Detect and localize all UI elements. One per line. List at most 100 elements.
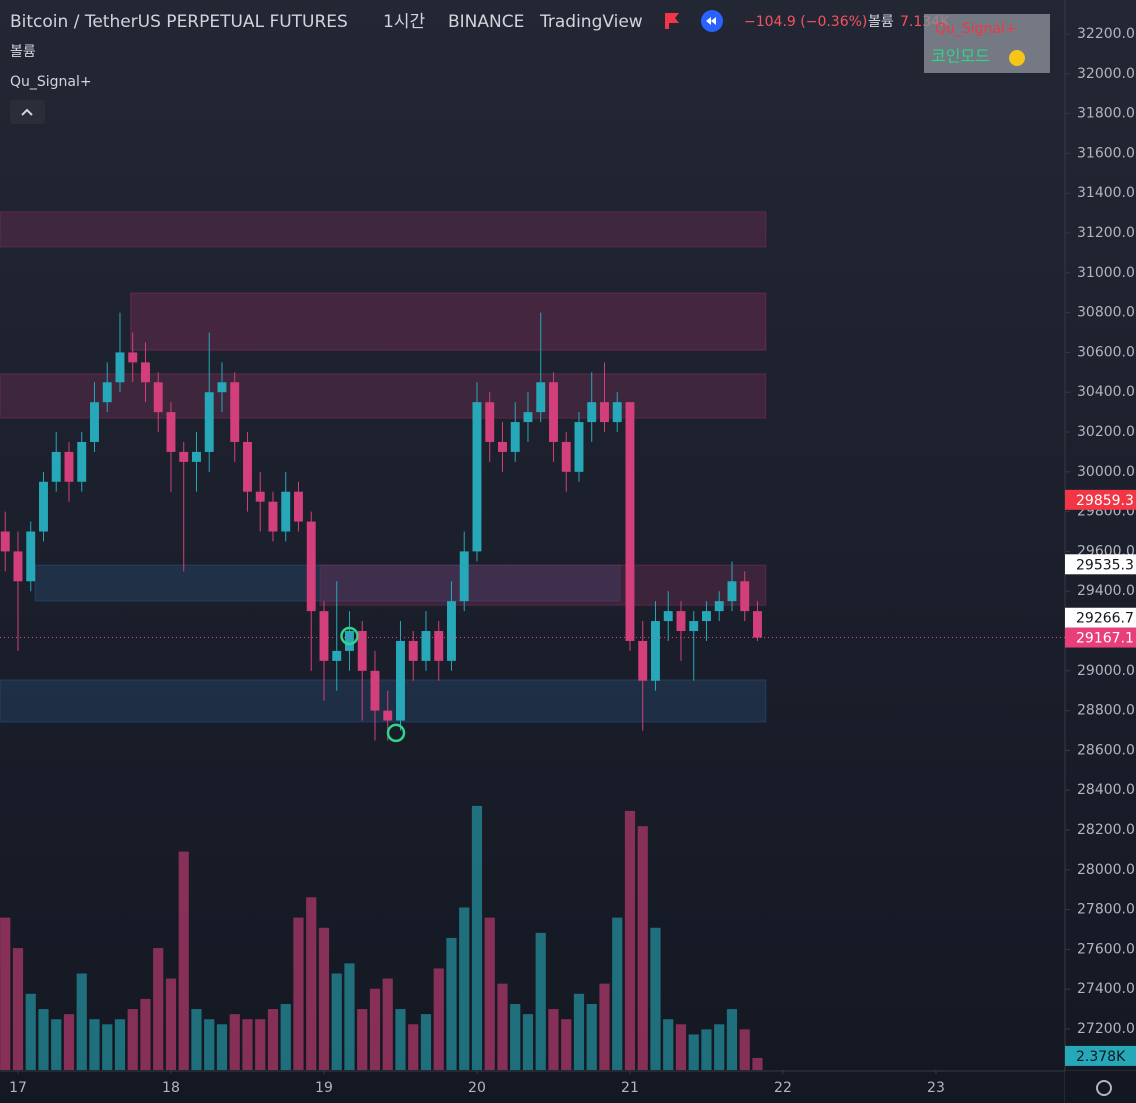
candle-body	[64, 451, 74, 482]
volume-bar	[497, 983, 508, 1070]
zone	[130, 292, 767, 351]
candle-body	[485, 402, 495, 442]
candle-body	[676, 611, 686, 632]
candle-body	[115, 352, 125, 383]
candle-body	[536, 382, 546, 413]
zone	[319, 564, 767, 606]
candle-body	[357, 631, 367, 671]
corner	[1065, 1071, 1136, 1103]
settings-icon[interactable]	[1096, 1080, 1112, 1096]
volume-bar	[586, 1003, 597, 1070]
x-tick-label: 21	[621, 1080, 639, 1096]
candle-body	[90, 402, 99, 442]
x-tick-label: 22	[774, 1080, 792, 1096]
volume-bar	[573, 993, 585, 1070]
signal-badge: 코인모드	[931, 47, 990, 66]
volume-bar	[484, 917, 495, 1070]
candle-body	[26, 531, 36, 582]
y-tick-label: 28400.0	[1077, 782, 1135, 798]
zone	[34, 564, 621, 602]
y-tick-label: 28800.0	[1077, 703, 1135, 719]
candle-body	[447, 601, 456, 661]
collapse-button[interactable]	[10, 100, 45, 124]
candle-body	[574, 422, 584, 472]
volume-bar	[12, 948, 24, 1070]
volume-bar	[51, 1019, 62, 1070]
candle-body	[166, 412, 176, 452]
volume-bar	[63, 1014, 75, 1070]
volume-bar	[752, 1057, 763, 1070]
flag-icon[interactable]	[665, 13, 679, 29]
candle-body	[510, 422, 520, 452]
y-tick-label: 32000.0	[1077, 66, 1135, 82]
volume-bar	[599, 983, 610, 1070]
volume-bar	[522, 1014, 534, 1070]
volume-bar	[726, 1009, 738, 1070]
volume-bar	[357, 1009, 368, 1070]
candle-body	[0, 531, 10, 552]
candle-body	[587, 402, 597, 423]
volume-bar	[293, 917, 304, 1070]
volume-bar	[306, 897, 317, 1070]
price-tag	[1065, 554, 1136, 575]
signal-marker	[340, 626, 359, 646]
candle-body	[128, 352, 138, 363]
y-tick-label: 30400.0	[1077, 384, 1135, 400]
candle-body	[192, 451, 201, 462]
x-tick-label: 23	[927, 1080, 945, 1096]
zone	[0, 679, 767, 723]
candle-body	[77, 441, 87, 482]
volume-tag-label: 2.378K	[1076, 1049, 1126, 1065]
y-tick-label: 30000.0	[1077, 464, 1135, 480]
candle-body	[243, 441, 252, 492]
y-tick-label: 27600.0	[1077, 941, 1135, 957]
y-tick-label: 28000.0	[1077, 862, 1135, 878]
volume-bar	[510, 1003, 521, 1070]
volume-bar	[178, 851, 189, 1070]
volume-bar	[650, 927, 661, 1070]
candle-body	[434, 631, 444, 661]
y-tick-label: 28200.0	[1077, 822, 1135, 838]
volume-bar	[548, 1009, 559, 1070]
volume-bar	[612, 917, 623, 1070]
candle-body	[102, 382, 112, 403]
candle-body	[561, 441, 571, 472]
candle-body	[459, 551, 469, 602]
current-price-tag	[1065, 627, 1136, 648]
candle-body	[319, 611, 329, 661]
volume-bar	[420, 1014, 432, 1070]
replay-arrow	[706, 17, 716, 25]
signal-box	[924, 14, 1050, 73]
candle-body	[370, 670, 380, 711]
zone	[0, 373, 767, 419]
candle-body	[141, 362, 150, 383]
coin-icon	[1009, 50, 1025, 66]
zone	[0, 211, 767, 248]
volume-bar	[624, 810, 636, 1070]
candle-body	[727, 581, 737, 602]
price-tag	[1065, 489, 1136, 510]
volume-bar	[153, 948, 164, 1070]
price-tag-label: 29266.7	[1076, 611, 1134, 627]
y-tick-label: 28600.0	[1077, 742, 1135, 758]
candle-body	[332, 650, 342, 661]
candle-body	[13, 551, 23, 582]
volume-bar	[714, 1024, 725, 1070]
volume-bar	[369, 988, 381, 1070]
candle-body	[714, 601, 724, 612]
volume-bar	[242, 1019, 253, 1070]
candle-body	[230, 382, 240, 442]
legend-volume: 볼륨	[10, 44, 36, 60]
interval[interactable]: 1시간	[383, 12, 425, 32]
volume-bar	[535, 932, 546, 1070]
candle-body	[625, 402, 635, 641]
candle-body	[306, 521, 316, 612]
candle-body	[702, 611, 711, 622]
candle-body	[498, 441, 507, 452]
price-tag-label: 29859.3	[1076, 493, 1134, 509]
volume-bar	[318, 927, 330, 1070]
price-tag-label: 29535.3	[1076, 557, 1134, 573]
candle-body	[281, 491, 291, 532]
volume-bar	[114, 1019, 126, 1070]
